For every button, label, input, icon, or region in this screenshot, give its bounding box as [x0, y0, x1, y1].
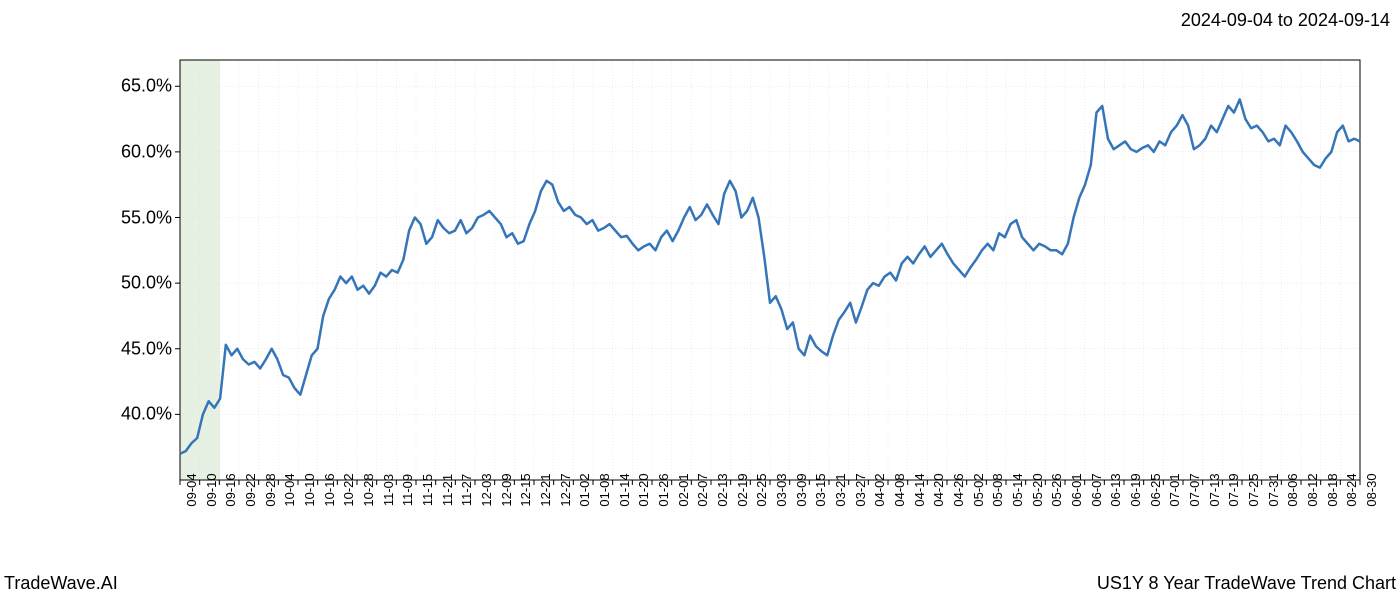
- date-range-label: 2024-09-04 to 2024-09-14: [1181, 10, 1390, 31]
- x-tick-label: 01-08: [597, 473, 612, 506]
- chart-svg: [180, 60, 1360, 480]
- x-tick-label: 12-09: [499, 473, 514, 506]
- x-tick-label: 09-10: [204, 473, 219, 506]
- x-tick-label: 09-28: [263, 473, 278, 506]
- x-tick-label: 08-12: [1305, 473, 1320, 506]
- x-tick-label: 01-02: [577, 473, 592, 506]
- x-tick-label: 01-14: [617, 473, 632, 506]
- y-tick-label: 50.0%: [92, 273, 172, 294]
- x-tick-label: 11-03: [381, 474, 396, 506]
- x-tick-label: 10-28: [361, 473, 376, 506]
- x-tick-label: 03-15: [813, 473, 828, 506]
- x-tick-label: 07-01: [1167, 473, 1182, 506]
- x-tick-label: 09-04: [184, 473, 199, 506]
- x-tick-label: 10-10: [302, 473, 317, 506]
- x-tick-label: 08-30: [1364, 473, 1379, 506]
- x-tick-label: 11-27: [459, 474, 474, 506]
- x-tick-label: 05-02: [971, 473, 986, 506]
- x-tick-label: 06-07: [1089, 473, 1104, 506]
- x-tick-label: 08-24: [1344, 473, 1359, 506]
- x-tick-label: 02-25: [754, 473, 769, 506]
- x-tick-label: 05-14: [1010, 473, 1025, 506]
- x-tick-label: 05-26: [1049, 473, 1064, 506]
- plot-area: [180, 60, 1360, 480]
- x-tick-label: 06-25: [1148, 473, 1163, 506]
- x-tick-label: 07-07: [1187, 473, 1202, 506]
- x-tick-label: 08-06: [1285, 473, 1300, 506]
- y-tick-label: 55.0%: [92, 207, 172, 228]
- x-tick-label: 03-03: [774, 473, 789, 506]
- x-tick-label: 04-08: [892, 473, 907, 506]
- x-tick-label: 01-26: [656, 473, 671, 506]
- x-tick-label: 03-21: [833, 473, 848, 506]
- chart-title: US1Y 8 Year TradeWave Trend Chart: [1097, 573, 1396, 594]
- x-tick-label: 07-25: [1246, 473, 1261, 506]
- y-tick-label: 60.0%: [92, 141, 172, 162]
- x-tick-label: 11-15: [420, 474, 435, 506]
- x-tick-label: 12-15: [518, 473, 533, 506]
- x-tick-label: 02-01: [676, 473, 691, 506]
- x-tick-label: 10-04: [282, 473, 297, 506]
- x-tick-label: 04-20: [931, 473, 946, 506]
- x-tick-label: 09-22: [243, 473, 258, 506]
- x-tick-label: 04-14: [912, 473, 927, 506]
- x-tick-label: 02-13: [715, 473, 730, 506]
- x-tick-label: 03-09: [794, 473, 809, 506]
- x-tick-label: 07-31: [1266, 473, 1281, 506]
- x-tick-label: 12-27: [558, 473, 573, 506]
- x-tick-label: 04-02: [872, 473, 887, 506]
- x-tick-label: 09-16: [223, 473, 238, 506]
- x-tick-label: 11-21: [440, 474, 455, 506]
- x-tick-label: 02-07: [695, 473, 710, 506]
- x-tick-label: 10-22: [341, 473, 356, 506]
- x-tick-label: 07-13: [1207, 473, 1222, 506]
- x-tick-label: 11-09: [400, 474, 415, 506]
- y-tick-label: 65.0%: [92, 76, 172, 97]
- x-tick-label: 08-18: [1325, 473, 1340, 506]
- x-tick-label: 05-08: [990, 473, 1005, 506]
- x-tick-label: 06-01: [1069, 473, 1084, 506]
- x-tick-label: 01-20: [636, 473, 651, 506]
- y-tick-label: 40.0%: [92, 404, 172, 425]
- x-tick-label: 10-16: [322, 473, 337, 506]
- footer-brand: TradeWave.AI: [4, 573, 118, 594]
- x-tick-label: 12-21: [538, 473, 553, 506]
- x-tick-label: 02-19: [735, 473, 750, 506]
- x-tick-label: 05-20: [1030, 473, 1045, 506]
- x-tick-label: 06-13: [1108, 473, 1123, 506]
- y-tick-label: 45.0%: [92, 338, 172, 359]
- x-tick-label: 06-19: [1128, 473, 1143, 506]
- x-tick-label: 04-26: [951, 473, 966, 506]
- chart-container: 2024-09-04 to 2024-09-14 TradeWave.AI US…: [0, 0, 1400, 600]
- x-tick-label: 07-19: [1226, 473, 1241, 506]
- x-tick-label: 03-27: [853, 473, 868, 506]
- x-tick-label: 12-03: [479, 473, 494, 506]
